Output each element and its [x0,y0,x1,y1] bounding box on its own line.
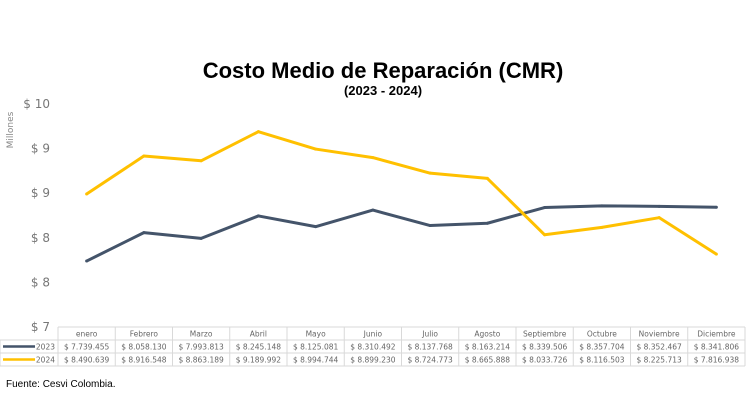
data-label-2023: $ 8.058.130 [121,343,167,352]
series-line-2023 [85,204,717,263]
data-label-2024: $ 8.994.744 [293,356,339,365]
data-label-2023: $ 8.339.506 [522,343,568,352]
y-tick-label: $ 9 [31,186,50,200]
data-point-2023 [371,208,375,212]
data-point-2023 [485,221,489,225]
data-label-2024: $ 8.490.639 [64,356,110,365]
data-label-2024: $ 8.033.726 [522,356,568,365]
data-label-2024: $ 8.225.713 [636,356,682,365]
x-tick-label: enero [76,330,98,339]
chart-subtitle: (2023 - 2024) [344,83,422,98]
data-point-2023 [543,206,547,210]
y-tick-label: $ 8 [31,231,50,245]
data-label-2023: $ 8.310.492 [350,343,396,352]
x-tick-label: Febrero [130,330,159,339]
series-line-2024 [85,130,718,256]
data-label-2024: $ 8.116.503 [579,356,625,365]
x-tick-label: Noviembre [639,330,680,339]
data-label-2024: $ 8.863.189 [178,356,224,365]
data-point-2024 [371,156,375,160]
legend-label-2024: 2024 [36,356,55,365]
data-label-2023: $ 8.341.806 [694,343,740,352]
data-point-2023 [428,224,432,228]
data-point-2023 [256,214,260,218]
y-axis-label: Millones [6,111,16,148]
data-label-2024: $ 8.724.773 [407,356,453,365]
data-label-2023: $ 8.125.081 [293,343,339,352]
data-label-2024: $ 7.816.938 [694,356,740,365]
data-point-2024 [428,171,432,175]
x-tick-label: Abril [250,330,267,339]
data-point-2024 [600,225,604,229]
x-tick-label: Octubre [587,330,617,339]
legend-label-2023: 2023 [36,343,55,352]
x-tick-label: Julio [421,330,438,339]
data-label-2023: $ 8.137.768 [407,343,453,352]
y-tick-label: $ 7 [31,320,50,334]
x-tick-label: Junio [363,330,383,339]
data-point-2023 [657,204,661,208]
data-point-2024 [714,252,718,256]
data-label-2023: $ 7.739.455 [64,343,110,352]
source-note: Fuente: Cesvi Colombia. [6,379,116,390]
y-tick-label: $ 8 [31,275,50,289]
data-point-2024 [199,159,203,163]
data-point-2024 [256,130,260,134]
data-label-2023: $ 8.163.214 [465,343,511,352]
data-label-2024: $ 9.189.992 [236,356,282,365]
data-label-2024: $ 8.665.888 [465,356,511,365]
data-label-2023: $ 8.352.467 [636,343,682,352]
x-tick-label: Mayo [306,330,327,339]
data-point-2024 [485,176,489,180]
y-tick-label: $ 10 [23,97,50,111]
data-label-2023: $ 8.357.704 [579,343,625,352]
x-tick-label: Septiembre [523,330,567,339]
data-point-2023 [142,231,146,235]
chart-title: Costo Medio de Reparación (CMR) [203,58,564,83]
data-point-2024 [142,154,146,158]
x-tick-label: Agosto [474,330,500,339]
data-point-2023 [314,225,318,229]
data-point-2024 [543,233,547,237]
x-tick-label: Diciembre [697,330,736,339]
data-label-2024: $ 8.899.230 [350,356,396,365]
data-point-2024 [85,192,89,196]
data-point-2024 [657,216,661,220]
x-tick-label: Marzo [190,330,213,339]
data-point-2023 [85,259,89,263]
data-label-2024: $ 8.916.548 [121,356,167,365]
data-point-2023 [600,204,604,208]
data-point-2023 [714,205,718,209]
data-point-2024 [314,147,318,151]
y-tick-label: $ 9 [31,142,50,156]
data-label-2023: $ 7.993.813 [178,343,224,352]
data-point-2023 [199,236,203,240]
data-label-2023: $ 8.245.148 [236,343,282,352]
